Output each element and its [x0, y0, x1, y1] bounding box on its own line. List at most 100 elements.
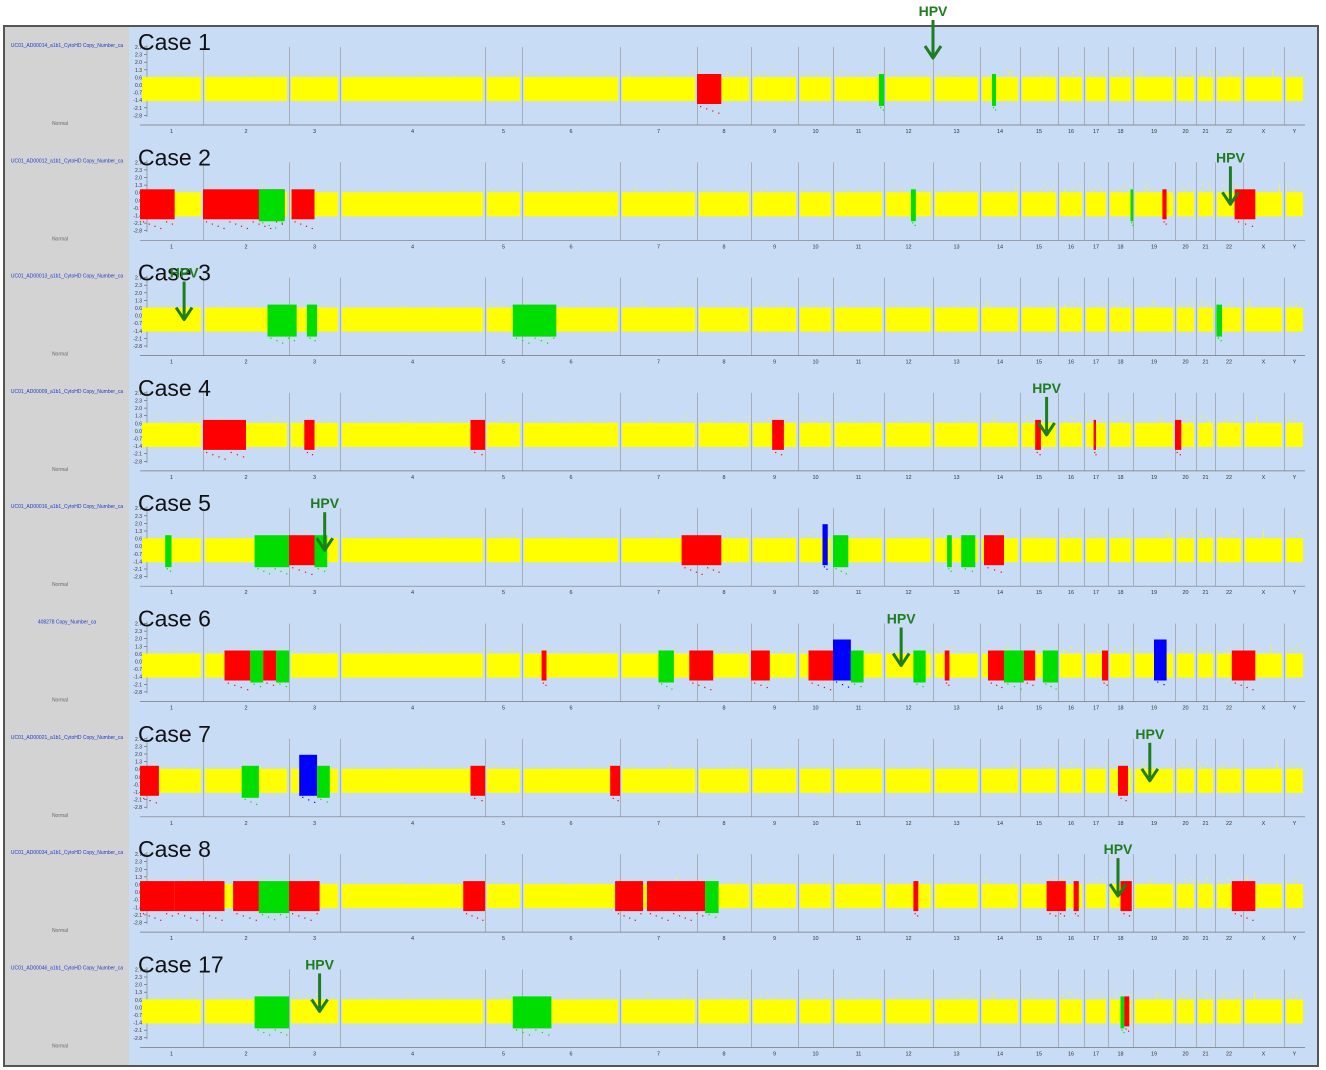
- normal-speckle: [899, 419, 900, 422]
- loss-point: [882, 109, 884, 111]
- normal-segment: [524, 77, 618, 101]
- hpv-arrow: HPV: [170, 265, 199, 322]
- normal-speckle: [1224, 762, 1225, 764]
- loss-point: [854, 683, 856, 685]
- normal-speckle: [758, 764, 759, 766]
- chromosome-tick-label: 17: [1093, 821, 1099, 827]
- chromosome-tick-label: 22: [1226, 706, 1232, 712]
- chromosome-tick-label: 13: [953, 1051, 959, 1057]
- normal-speckle: [561, 880, 562, 882]
- normal-speckle: [1299, 299, 1300, 301]
- normal-speckle: [828, 646, 829, 648]
- normal-speckle: [805, 992, 806, 994]
- normal-segment: [524, 768, 618, 793]
- y-tick-label: -2.1: [133, 682, 142, 688]
- y-tick-label: -2.8: [133, 113, 142, 119]
- normal-speckle: [729, 535, 730, 537]
- hpv-arrow: HPV: [1135, 726, 1165, 783]
- normal-segment: [935, 77, 978, 101]
- normal-speckle: [922, 190, 923, 192]
- y-tick-label: -1.4: [133, 98, 142, 104]
- chromosome-tick-label: 13: [953, 244, 959, 250]
- gain-point: [914, 913, 916, 915]
- chromosome-tick-label: 6: [569, 1051, 572, 1057]
- normal-speckle: [305, 646, 306, 648]
- normal-speckle: [993, 997, 994, 999]
- y-tick-label: 2.0: [135, 867, 142, 873]
- normal-speckle: [793, 537, 794, 539]
- normal-speckle: [370, 997, 371, 999]
- chromosome-tick-label: 3: [313, 129, 316, 135]
- chromosome-tick-label: 10: [812, 129, 818, 135]
- normal-speckle: [500, 994, 501, 996]
- y-tick-label: 1.3: [135, 298, 142, 304]
- normal-speckle: [1139, 75, 1140, 77]
- chromosome-tick-label: 15: [1036, 475, 1042, 481]
- normal-speckle: [728, 299, 729, 301]
- normal-speckle: [1118, 532, 1119, 534]
- chromosome-tick-label: 7: [657, 821, 660, 827]
- gain-point: [476, 917, 479, 919]
- chromosome-tick-label: 9: [773, 590, 776, 596]
- normal-speckle: [984, 879, 985, 881]
- normal-speckle: [1290, 761, 1291, 763]
- normal-speckle: [1272, 70, 1273, 72]
- normal-speckle: [1240, 301, 1241, 303]
- normal-speckle: [818, 190, 819, 192]
- gain-point: [1074, 913, 1077, 915]
- normal-segment: [1245, 999, 1282, 1024]
- normal-speckle: [1097, 650, 1098, 652]
- normal-speckle: [772, 997, 773, 999]
- normal-speckle: [1190, 649, 1191, 651]
- chromosome-tick-label: 22: [1226, 590, 1232, 596]
- normal-speckle: [993, 416, 994, 419]
- normal-speckle: [1062, 994, 1063, 996]
- normal-speckle: [876, 647, 877, 649]
- normal-speckle: [904, 762, 905, 764]
- normal-segment: [1286, 307, 1303, 332]
- loss-point: [317, 568, 319, 570]
- normal-speckle: [1182, 650, 1183, 652]
- normal-speckle: [1270, 650, 1271, 652]
- normal-speckle: [655, 534, 656, 536]
- normal-speckle: [880, 991, 881, 993]
- normal-speckle: [873, 879, 874, 881]
- normal-speckle: [1179, 184, 1180, 186]
- normal-speckle: [554, 767, 555, 769]
- normal-speckle: [851, 75, 852, 77]
- normal-speckle: [683, 991, 684, 993]
- normal-segment: [1060, 653, 1082, 678]
- normal-segment: [1135, 77, 1173, 101]
- gain-point: [1077, 915, 1079, 917]
- normal-speckle: [817, 882, 818, 884]
- normal-speckle: [1228, 647, 1229, 649]
- normal-speckle: [207, 767, 208, 769]
- normal-segment: [1245, 768, 1282, 793]
- gain-point: [229, 221, 231, 223]
- normal-speckle: [1065, 305, 1066, 307]
- normal-speckle: [1186, 767, 1187, 769]
- normal-speckle: [510, 417, 511, 420]
- chromosome-tick-label: 4: [411, 475, 414, 481]
- normal-segment: [886, 999, 931, 1024]
- sidebar-track-caption: Normal: [52, 698, 68, 704]
- normal-speckle: [1237, 646, 1238, 648]
- normal-speckle: [994, 992, 995, 994]
- loss-point: [326, 801, 328, 803]
- chromosome-tick-label: 4: [411, 129, 414, 135]
- normal-speckle: [258, 995, 259, 997]
- chromosome-tick-label: 20: [1182, 129, 1188, 135]
- normal-speckle: [402, 305, 403, 307]
- normal-speckle: [1138, 70, 1139, 72]
- gain-point: [266, 682, 268, 684]
- normal-segment: [342, 768, 483, 793]
- chromosome-tick-label: 3: [313, 360, 316, 366]
- normal-speckle: [1272, 73, 1273, 75]
- normal-speckle: [1063, 880, 1064, 882]
- normal-speckle: [989, 305, 990, 307]
- loss-segment: [961, 535, 976, 568]
- normal-speckle: [987, 299, 988, 301]
- y-tick-label: 2.3: [135, 283, 142, 289]
- normal-speckle: [648, 992, 649, 994]
- gain-point: [678, 915, 681, 917]
